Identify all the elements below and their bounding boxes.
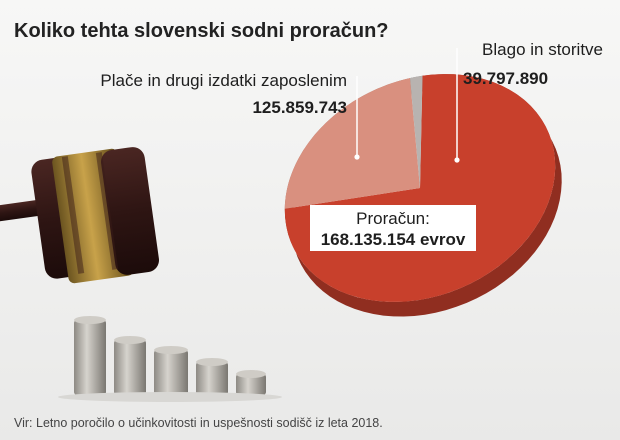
slice-value: 125.859.743 [252, 98, 347, 117]
coin-stack [114, 336, 146, 395]
coin-stack [236, 370, 266, 395]
total-box: Proračun: 168.135.154 evrov [310, 205, 476, 251]
coin-stack [74, 316, 106, 395]
gavel-illustration [0, 147, 160, 284]
pie-slice [410, 75, 423, 188]
source-note: Vir: Letno poročilo o učinkovitosti in u… [14, 416, 383, 430]
pie-slice [284, 78, 420, 209]
coin-stacks-illustration [58, 316, 282, 402]
leader-dot [454, 157, 460, 163]
slice-label-goods: Blago in storitve 39.797.890 [454, 40, 603, 163]
total-value: 168.135.154 evrov [321, 230, 466, 249]
coin-stack [154, 346, 188, 395]
slice-label: Blago in storitve [482, 40, 603, 59]
coin-stack [196, 358, 228, 395]
slice-label-salaries: Plače in drugi izdatki zaposlenim 125.85… [100, 71, 360, 160]
slice-value: 39.797.890 [463, 69, 548, 88]
total-label: Proračun: [356, 209, 430, 228]
leader-dot [354, 154, 360, 160]
slice-label: Plače in drugi izdatki zaposlenim [100, 71, 347, 90]
chart-title: Koliko tehta slovenski sodni proračun? [14, 20, 389, 42]
